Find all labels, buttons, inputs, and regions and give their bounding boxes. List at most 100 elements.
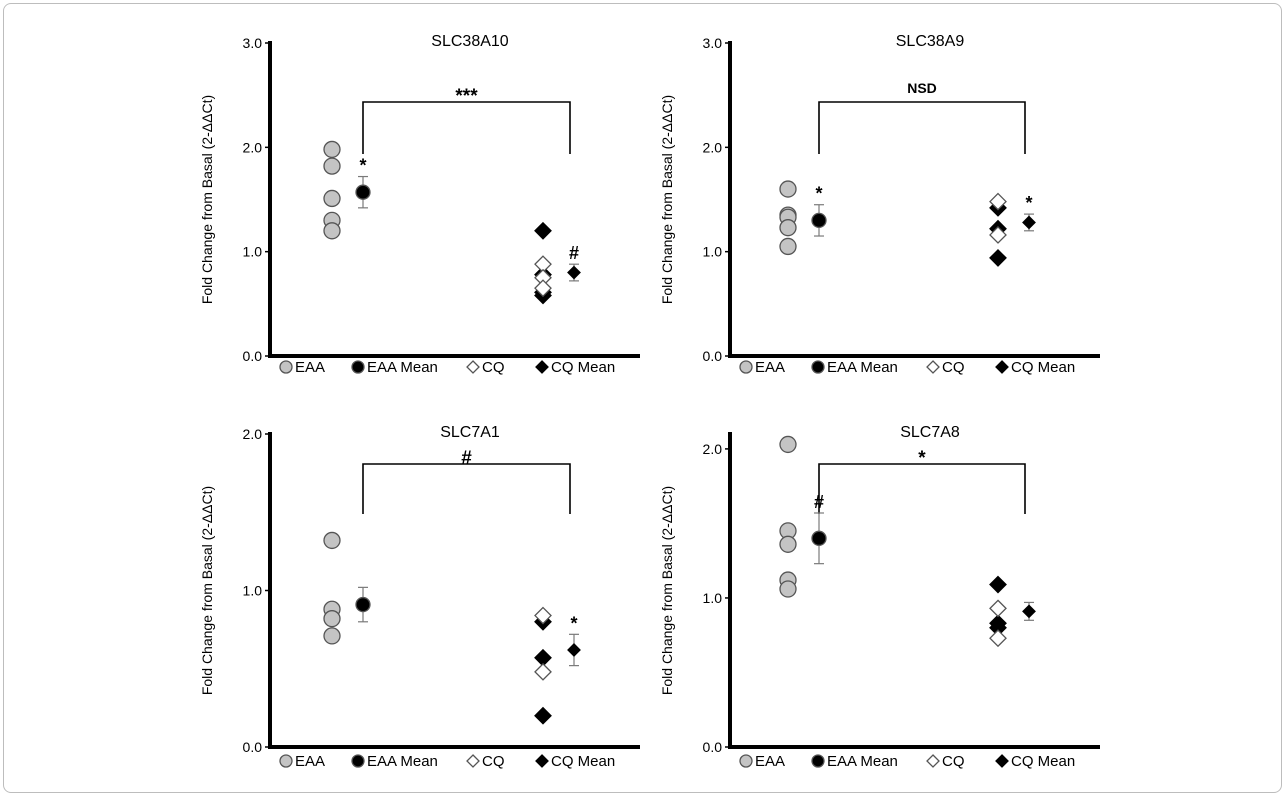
chart-legend: EAA EAA Mean CQ CQ Mean	[739, 359, 1075, 376]
legend-label: CQ Mean	[551, 359, 615, 376]
eaa-mean-point	[355, 596, 371, 613]
y-tick-label: 3.0	[703, 35, 723, 51]
legend-marker-eaa-mean	[811, 360, 825, 374]
eaa-point	[323, 157, 341, 175]
legend-marker-cq	[926, 360, 940, 374]
y-axis-label: Fold Change from Basal (2-ΔΔCt)	[659, 95, 675, 304]
eaa-point	[323, 189, 341, 208]
y-tick-label: 1.0	[243, 583, 263, 599]
cq-mean-point	[567, 643, 581, 657]
eaa-point	[323, 531, 341, 550]
legend-marker-cq	[466, 360, 480, 374]
eaa-mean-annotation: *	[359, 156, 366, 176]
y-tick-label: 2.0	[703, 441, 723, 457]
legend-label: CQ Mean	[551, 753, 615, 770]
legend-label: EAA Mean	[367, 753, 438, 770]
chart-panel-slc7a1: 0.0 1.0 2.0 Fold Change from Basal (2-ΔΔCt)…	[199, 424, 640, 770]
cq-point-filled	[989, 249, 1007, 267]
cq-point-filled	[534, 221, 552, 240]
cq-point	[534, 279, 552, 298]
significance-bracket	[362, 463, 571, 514]
significance-bracket	[362, 101, 571, 154]
legend-marker-eaa	[739, 360, 753, 374]
legend-label: CQ Mean	[1011, 359, 1075, 376]
cq-mean-point	[1022, 604, 1036, 619]
eaa-mean-annotation: *	[815, 184, 822, 204]
chart-title: SLC38A10	[431, 33, 508, 50]
legend-marker-cq-mean	[535, 754, 549, 768]
eaa-mean-point	[811, 212, 827, 229]
legend-marker-cq-mean	[995, 360, 1009, 374]
y-tick-label: 2.0	[243, 426, 263, 442]
chart-title: SLC7A1	[440, 424, 500, 441]
eaa-point	[779, 219, 797, 237]
y-tick-label: 1.0	[243, 244, 263, 260]
cq-point	[989, 629, 1007, 648]
eaa-point	[779, 180, 797, 198]
y-axis-label: Fold Change from Basal (2-ΔΔCt)	[199, 486, 215, 695]
chart-legend: EAA EAA Mean CQ CQ Mean	[739, 753, 1075, 770]
cq-point	[989, 192, 1007, 211]
eaa-point	[323, 222, 341, 240]
chart-title: SLC7A8	[900, 424, 960, 441]
legend-label: EAA	[755, 359, 785, 376]
chart-panel-slc7a8: 0.0 1.0 2.0 Fold Change from Basal (2-ΔΔCt)…	[659, 424, 1100, 770]
y-tick-label: 2.0	[703, 139, 723, 155]
cq-mean-point	[567, 265, 581, 280]
eaa-point	[779, 580, 797, 598]
cq-mean-point	[1022, 215, 1036, 230]
bracket-label: #	[461, 448, 472, 469]
chart-panel-slc38a10: 0.0 1.0 2.0 3.0 Fold Change from Basal (2-ΔΔ…	[199, 33, 640, 376]
legend-marker-eaa-mean	[351, 754, 365, 768]
legend-label: EAA	[295, 359, 325, 376]
eaa-mean-point	[811, 530, 827, 546]
cq-point-filled	[534, 706, 552, 725]
figure-svg: 0.0 1.0 2.0 3.0 Fold Change from Basal (2-ΔΔ…	[199, 33, 1100, 770]
y-tick-label: 3.0	[243, 35, 263, 51]
legend-label: CQ	[482, 359, 505, 376]
y-axis-label: Fold Change from Basal (2-ΔΔCt)	[659, 486, 675, 695]
legend-marker-eaa	[739, 754, 753, 768]
significance-bracket	[818, 101, 1026, 154]
chart-legend: EAA EAA Mean CQ CQ Mean	[279, 753, 615, 770]
y-tick-label: 0.0	[243, 739, 263, 755]
y-axis-label: Fold Change from Basal (2-ΔΔCt)	[199, 95, 215, 304]
legend-label: EAA	[295, 753, 325, 770]
legend-marker-cq	[926, 754, 940, 768]
chart-title: SLC38A9	[896, 33, 965, 50]
y-tick-label: 2.0	[243, 139, 263, 155]
eaa-point	[779, 435, 797, 454]
significance-bracket	[818, 463, 1026, 514]
bracket-label: ***	[455, 86, 478, 107]
legend-marker-eaa-mean	[351, 360, 365, 374]
legend-marker-cq	[466, 754, 480, 768]
legend-marker-cq-mean	[995, 754, 1009, 768]
eaa-point	[323, 627, 341, 645]
cq-mean-annotation: *	[1025, 193, 1032, 213]
legend-label: EAA Mean	[827, 359, 898, 376]
cq-point	[989, 226, 1007, 244]
legend-label: CQ	[942, 753, 965, 770]
cq-mean-annotation: #	[569, 243, 579, 263]
legend-label: CQ	[942, 359, 965, 376]
eaa-point	[779, 237, 797, 256]
eaa-mean-annotation: #	[814, 492, 824, 512]
legend-label: CQ Mean	[1011, 753, 1075, 770]
legend-marker-eaa	[279, 754, 293, 768]
y-tick-label: 0.0	[703, 739, 723, 755]
legend-marker-eaa-mean	[811, 754, 825, 768]
cq-point-filled	[989, 575, 1007, 594]
bracket-label: NSD	[907, 80, 937, 96]
cq-point	[534, 606, 552, 625]
chart-panel-slc38a9: 0.0 1.0 2.0 3.0 Fold Change from Basal (2-ΔΔ…	[659, 33, 1100, 376]
bracket-label: *	[918, 448, 926, 469]
y-tick-label: 1.0	[703, 590, 723, 606]
eaa-point	[323, 140, 341, 159]
cq-mean-annotation: *	[570, 613, 577, 633]
legend-label: CQ	[482, 753, 505, 770]
eaa-mean-point	[355, 184, 371, 200]
legend-label: EAA	[755, 753, 785, 770]
legend-marker-cq-mean	[535, 360, 549, 374]
cq-point	[534, 662, 552, 681]
y-tick-label: 1.0	[703, 244, 723, 260]
